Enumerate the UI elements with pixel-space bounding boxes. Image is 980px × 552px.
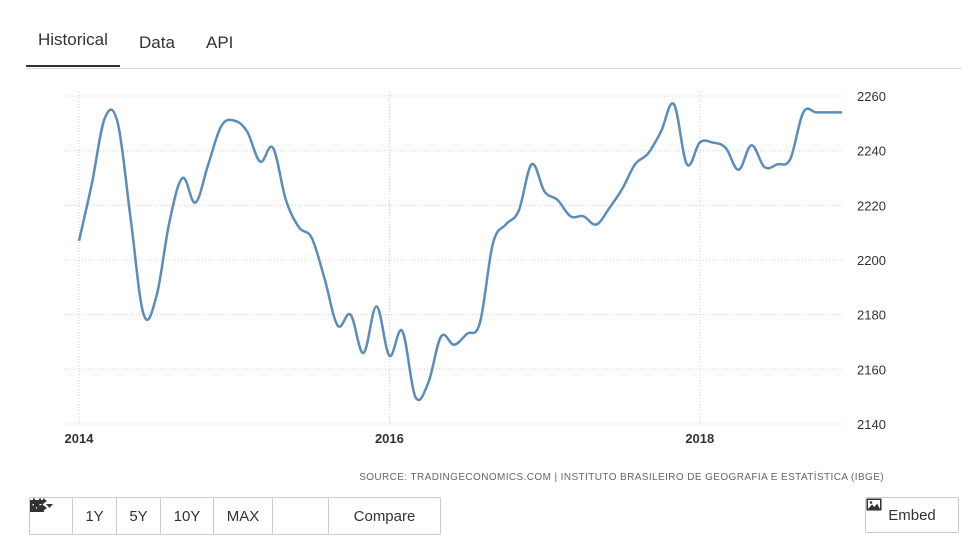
tab-api[interactable]: API — [206, 33, 234, 52]
tab-bar: Historical Data API — [26, 22, 962, 69]
compare-label: Compare — [353, 507, 416, 525]
compare-button[interactable]: Compare — [30, 498, 440, 534]
y-tick-label: 2200 — [857, 253, 886, 268]
y-tick-label: 2260 — [857, 89, 886, 104]
line-chart: 2140 2160 2180 2200 2220 2240 2260 2014 2016 2018… — [64, 89, 886, 483]
period-5y-button[interactable]: 5Y — [117, 498, 161, 534]
period-1y-button[interactable]: 1Y — [73, 498, 117, 534]
period-max-button[interactable]: MAX — [214, 498, 273, 534]
image-icon — [866, 498, 882, 511]
period-10y-button[interactable]: 10Y — [161, 498, 214, 534]
x-tick-label: 2016 — [375, 431, 404, 446]
tab-data[interactable]: Data — [139, 33, 175, 52]
y-tick-label: 2160 — [857, 362, 886, 377]
source-note: SOURCE: TRADINGECONOMICS.COM | INSTITUTO… — [359, 470, 884, 483]
tab-historical[interactable]: Historical — [26, 30, 120, 67]
x-tick-label: 2018 — [685, 431, 714, 446]
series-layer — [77, 102, 843, 402]
embed-label: Embed — [888, 506, 936, 524]
series-line — [77, 102, 843, 402]
x-tick-label: 2014 — [65, 431, 95, 446]
shuffle-icon — [30, 498, 47, 511]
grid-lines — [64, 92, 842, 425]
caret-down-icon — [46, 504, 53, 508]
axis-labels: 2140 2160 2180 2200 2220 2240 2260 2014 2016 2018 — [65, 89, 886, 446]
y-tick-label: 2140 — [857, 417, 886, 432]
y-tick-label: 2240 — [857, 144, 886, 159]
y-tick-label: 2180 — [857, 308, 886, 323]
chart-type-button[interactable] — [30, 498, 329, 534]
y-tick-label: 2220 — [857, 198, 886, 213]
toolbar: 1Y 5Y 10Y MAX Compare — [29, 497, 441, 535]
embed-button[interactable]: Embed — [865, 497, 959, 533]
